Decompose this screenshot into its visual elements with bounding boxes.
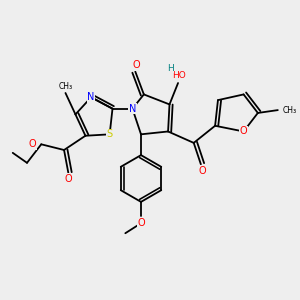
Text: O: O bbox=[137, 218, 145, 228]
Text: O: O bbox=[199, 166, 206, 176]
Text: O: O bbox=[28, 139, 36, 149]
Text: CH₃: CH₃ bbox=[58, 82, 73, 91]
Text: O: O bbox=[64, 174, 72, 184]
Text: S: S bbox=[106, 129, 113, 139]
Text: O: O bbox=[240, 127, 248, 136]
Text: N: N bbox=[129, 104, 136, 114]
Text: O: O bbox=[133, 60, 140, 70]
Text: HO: HO bbox=[172, 71, 186, 80]
Text: CH₃: CH₃ bbox=[283, 106, 297, 115]
Text: H: H bbox=[167, 64, 173, 73]
Text: N: N bbox=[87, 92, 95, 102]
